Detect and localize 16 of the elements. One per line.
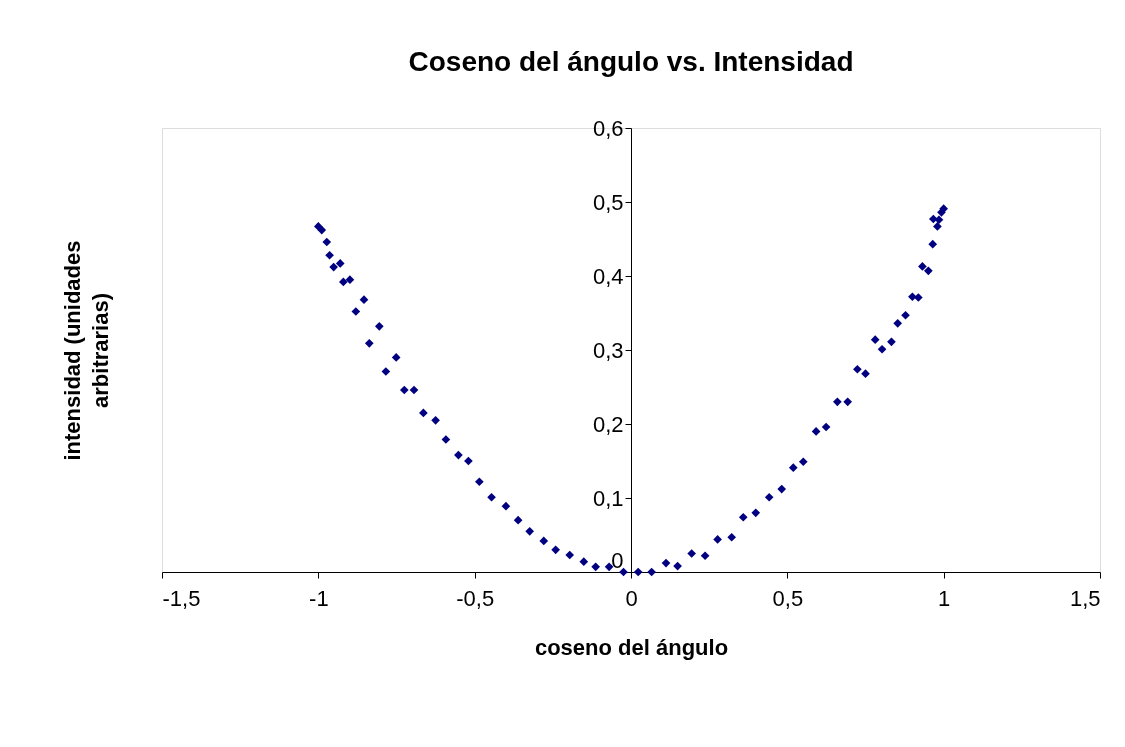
y-tick-label: 0,4 [592, 263, 624, 289]
y-tick-label: 0,2 [592, 411, 624, 437]
y-tick-label: 0 [611, 547, 624, 573]
x-tick-label: -1,5 [162, 585, 201, 611]
y-axis-title: intensidad (unidades arbitrarias) [59, 240, 113, 461]
x-tick-label: 1 [938, 585, 951, 611]
y-tick-label: 0,1 [592, 485, 624, 511]
x-tick-label: 1,5 [1069, 585, 1101, 611]
x-axis-title: coseno del ángulo [534, 634, 729, 660]
x-tick-label: -0,5 [456, 585, 495, 611]
y-tick-label: 0,5 [592, 189, 624, 215]
chart-title: Coseno del ángulo vs. Intensidad [408, 46, 854, 77]
y-tick-label: 0,6 [592, 115, 624, 141]
x-tick-label: 0,5 [772, 585, 804, 611]
y-tick-label: 0,3 [592, 337, 624, 363]
x-tick-label: -1 [309, 585, 329, 611]
